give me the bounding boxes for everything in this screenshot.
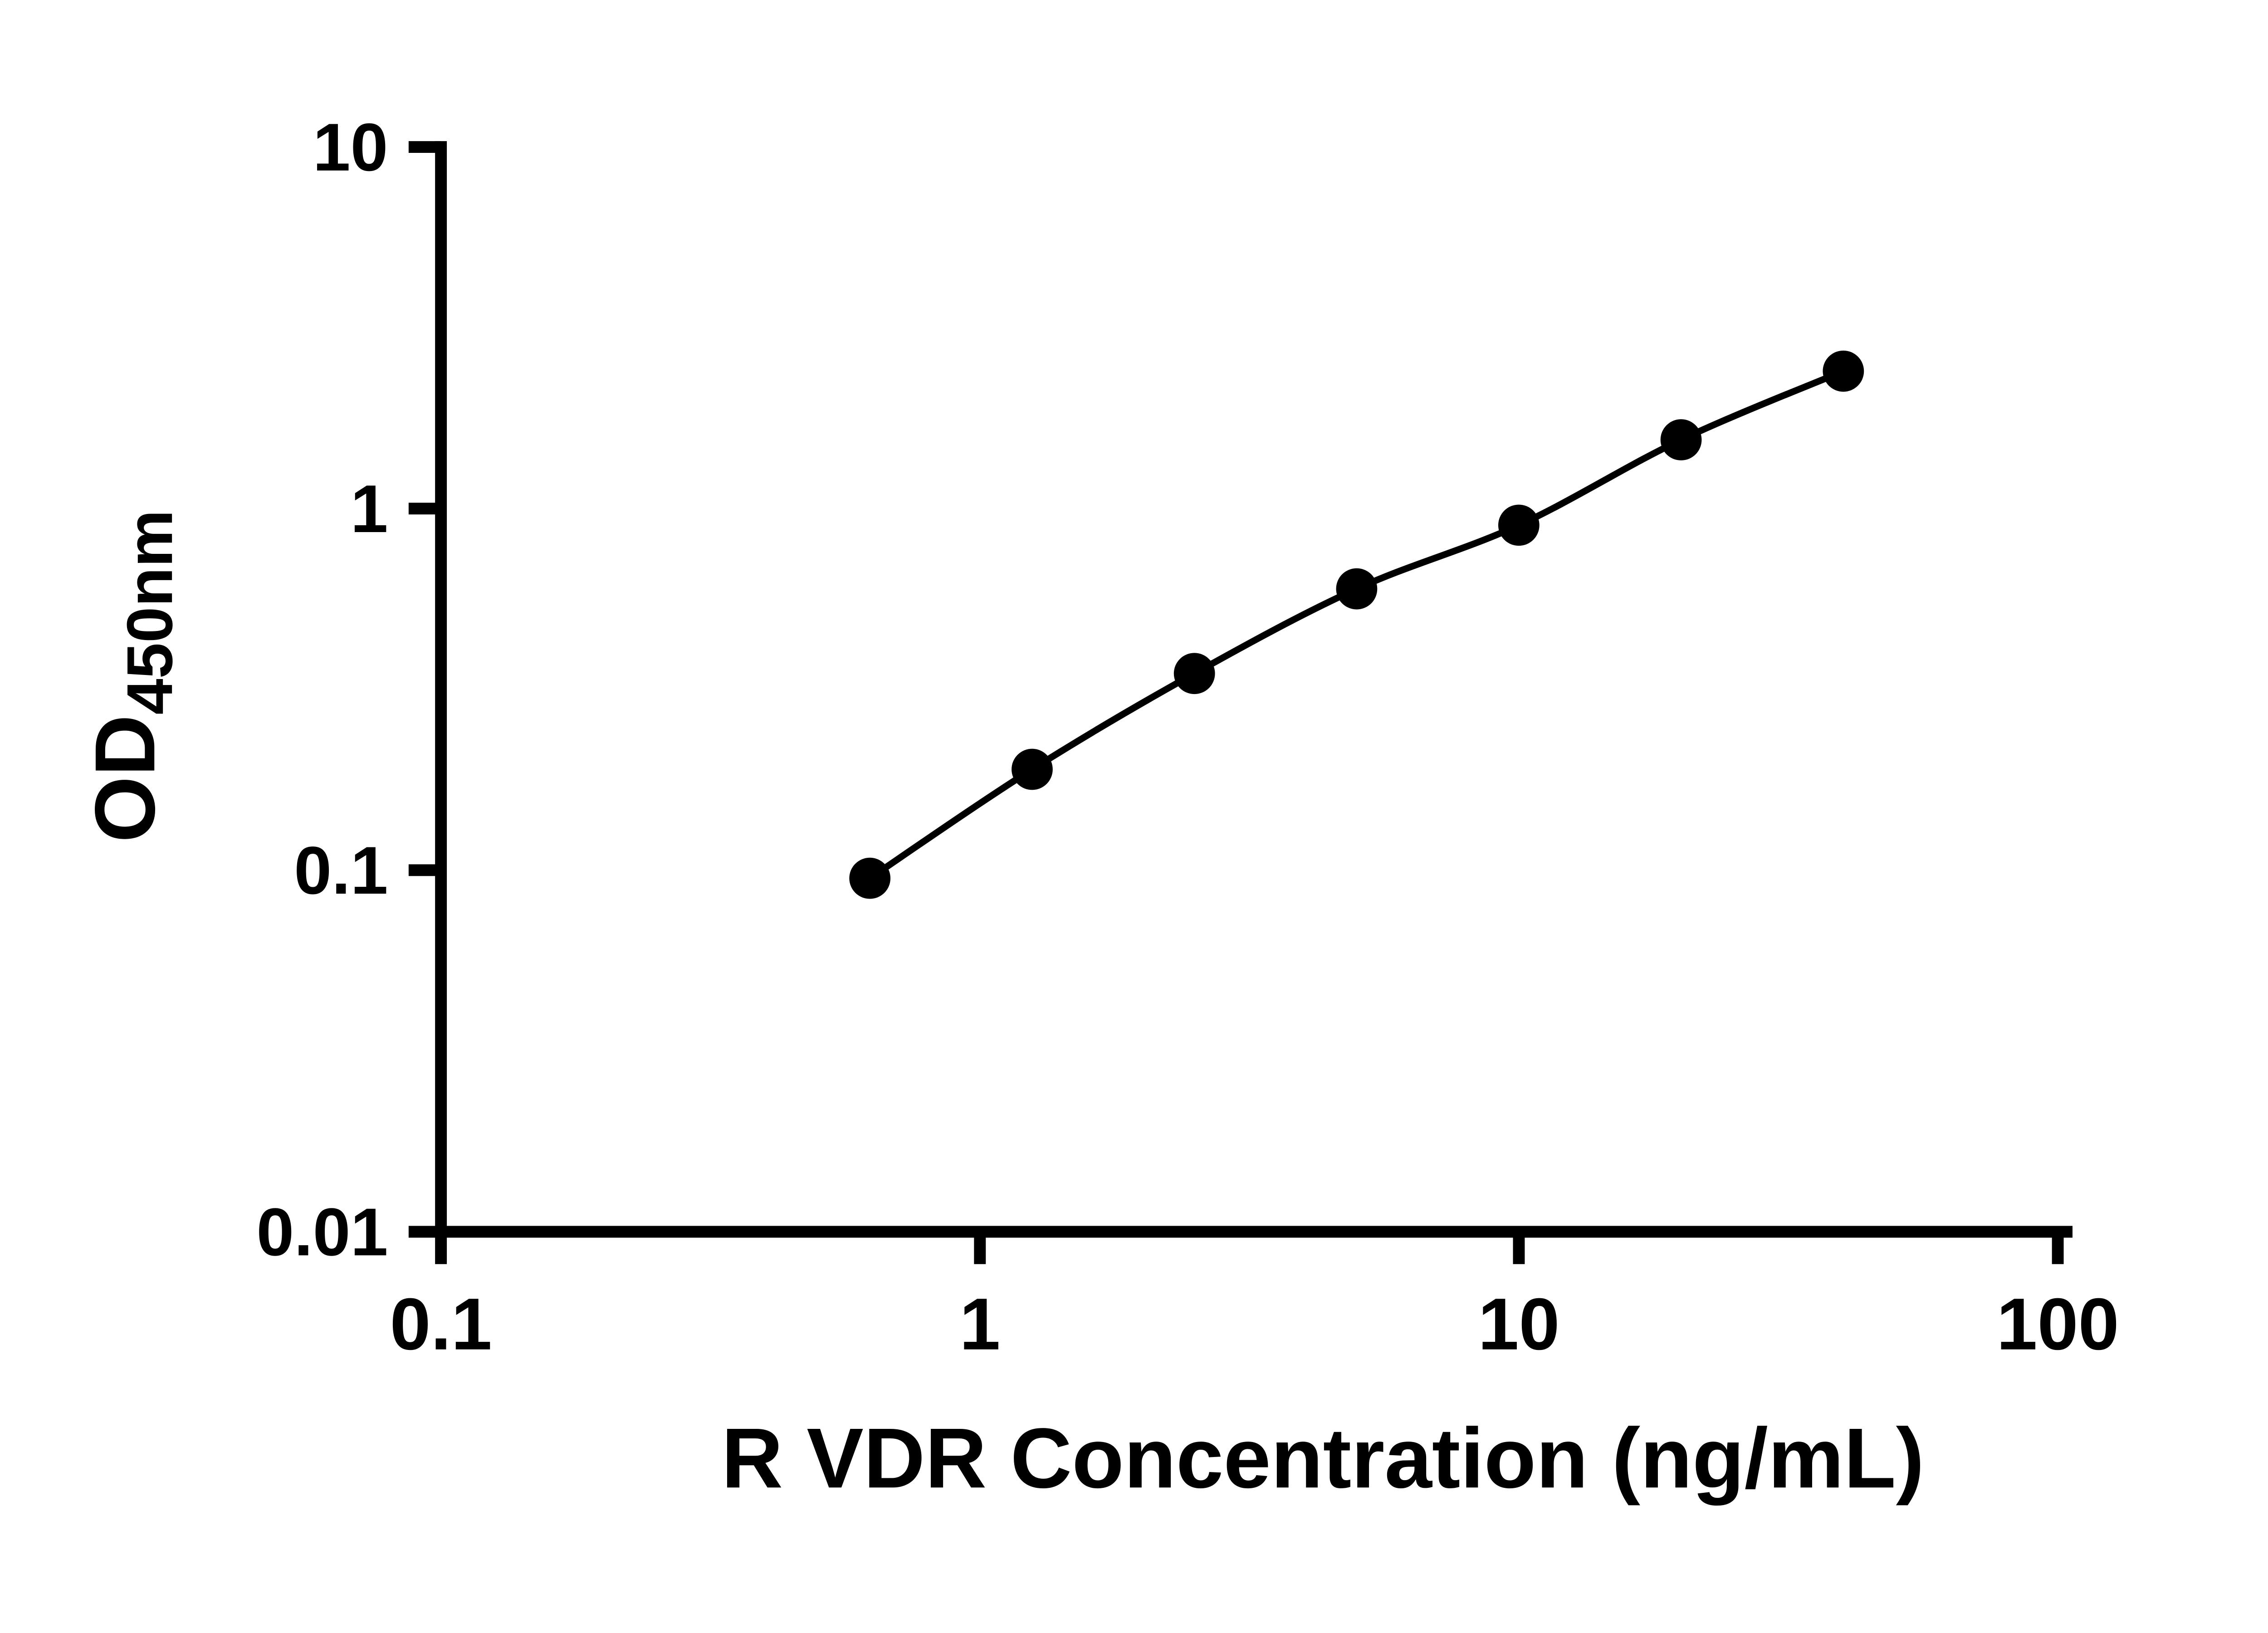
data-point-marker [1823,350,1864,392]
y-axis-tick-label: 1 [351,471,388,547]
data-point-marker [1012,748,1053,790]
y-axis-tick-label: 0.01 [256,1194,388,1270]
x-axis-tick-label: 100 [1996,1283,2119,1365]
y-axis-tick-label: 0.1 [294,832,388,908]
x-axis-title: R VDR Concentration (ng/mL) [721,1410,1924,1506]
y-axis-tick-label: 10 [313,109,388,185]
data-layer [849,350,1864,899]
y-axis-title: OD450nm [77,510,186,843]
data-point-marker [849,857,891,899]
y-axis-title-main: OD [77,715,172,843]
x-axis-tick-label: 0.1 [390,1283,492,1365]
x-axis-tick-label: 1 [959,1283,1000,1365]
data-point-marker [1498,504,1540,546]
standard-curve-figure: 0.1 1 10 100 0.01 0.1 1 10 R VDR Concentration … [77,109,2119,1506]
x-axis-tick-label: 10 [1478,1283,1559,1365]
data-point-marker [1336,568,1378,610]
data-point-marker [1660,419,1702,460]
axis-spine [435,141,2073,1238]
data-point-marker [1173,653,1215,694]
y-axis-title-sub: 450nm [114,510,186,715]
